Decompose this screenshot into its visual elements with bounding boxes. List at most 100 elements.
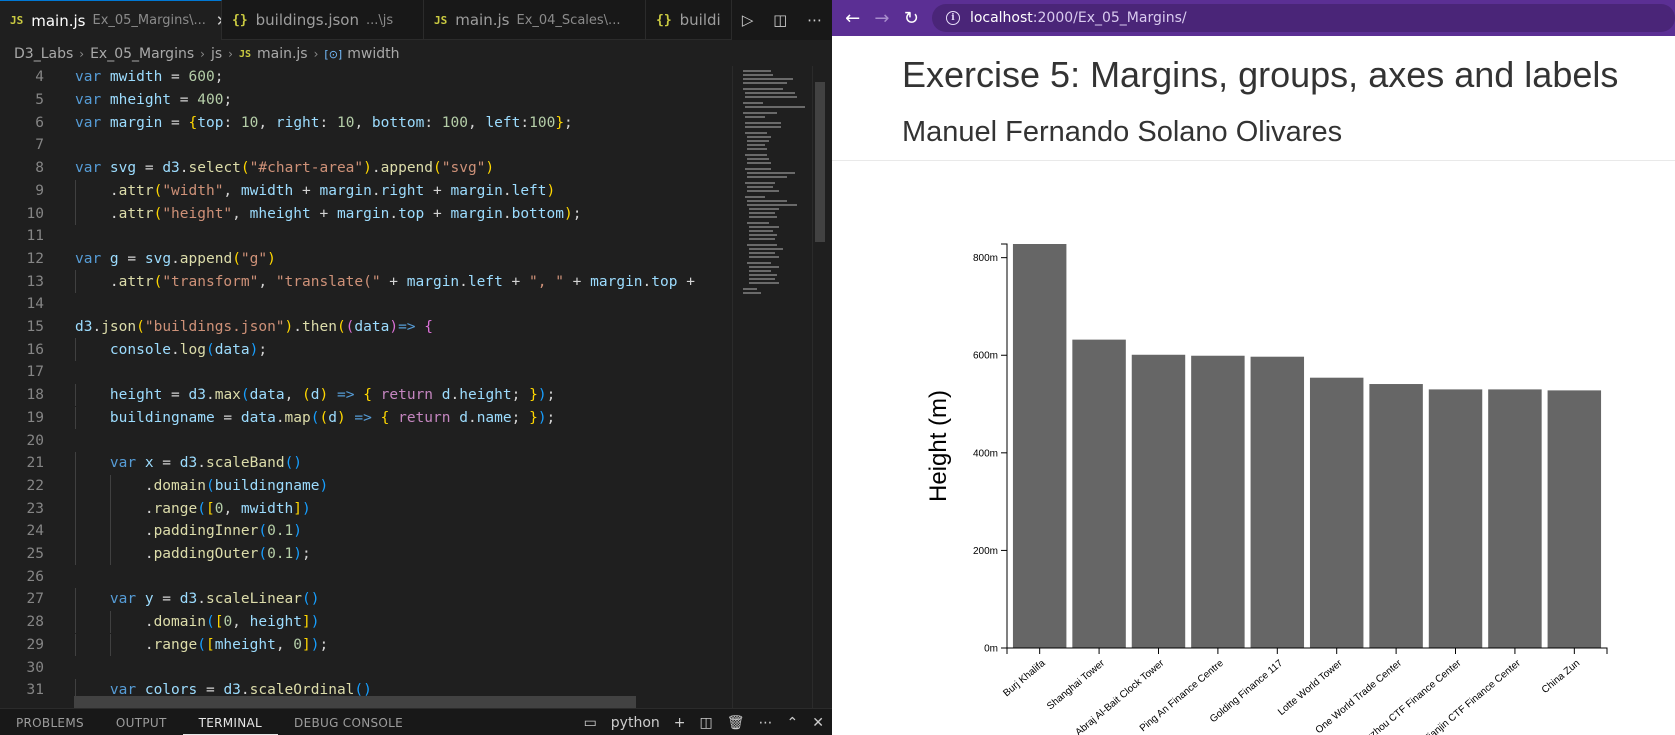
code-line[interactable]: 8 var svg = d3.select("#chart-area").appe… [0, 157, 732, 180]
code-line[interactable]: 27 var y = d3.scaleLinear() [0, 588, 732, 611]
code-line[interactable]: 29 .range([mheight, 0]); [0, 633, 732, 657]
line-number: 25 [26, 546, 44, 563]
code-line[interactable]: 21 var x = d3.scaleBand() [0, 451, 732, 475]
code-text: var g = svg.append("g") [75, 250, 276, 267]
code-line[interactable]: 14 [0, 293, 732, 316]
horizontal-scrollbar[interactable] [74, 696, 636, 708]
code-line[interactable]: 25 .paddingOuter(0.1); [0, 542, 732, 566]
code-line[interactable]: 19 buildingname = data.map((d) => { retu… [0, 406, 732, 430]
back-arrow-icon[interactable]: ← [845, 7, 861, 29]
close-icon[interactable]: ✕ [216, 12, 221, 30]
code-line[interactable]: 13 .attr("transform", "translate(" + mar… [0, 270, 732, 293]
tab-output[interactable]: OUTPUT [115, 716, 167, 730]
code-line[interactable]: 20 [0, 429, 732, 452]
tab-main-js-ex05[interactable]: JS main.js Ex_05_Margins\... ✕ [0, 0, 222, 40]
code-editor[interactable]: 4 var mwidth = 600; 5 var mheight = 400; 6 va… [0, 66, 732, 708]
javascript-file-icon: JS [238, 48, 251, 60]
breadcrumb-folder[interactable]: D3_Labs [14, 46, 74, 62]
code-line[interactable]: 6 var margin = {top: 10, right: 10, botto… [0, 111, 732, 134]
chevron-up-icon[interactable]: ⌃ [786, 715, 799, 731]
x-tick-label: China Zun [1540, 658, 1582, 696]
line-number: 4 [35, 69, 44, 86]
code-line[interactable]: 22 .domain(buildingname) [0, 474, 732, 498]
tab-buildings-json[interactable]: {} buildings.json ...\js [222, 0, 424, 40]
indent-guide [75, 179, 76, 203]
indent-guide [75, 338, 76, 362]
line-number: 31 [26, 682, 44, 699]
code-line[interactable]: 17 [0, 361, 732, 384]
code-line[interactable]: 15 d3.json("buildings.json").then((data)=… [0, 316, 732, 339]
line-number: 17 [26, 364, 44, 381]
split-terminal-icon[interactable]: ◫ [699, 715, 713, 731]
scrollbar-thumb[interactable] [815, 82, 825, 242]
code-line[interactable]: 28 .domain([0, height]) [0, 610, 732, 634]
code-line[interactable]: 7 [0, 134, 732, 157]
code-line[interactable]: 16 console.log(data); [0, 338, 732, 362]
run-icon[interactable]: ▷ [741, 11, 754, 29]
code-text: .domain([0, height]) [144, 614, 320, 631]
editor-tab-bar: JS main.js Ex_05_Margins\... ✕ {} buildi… [0, 0, 832, 40]
line-number: 7 [35, 137, 44, 154]
code-text: .attr("height", mheight + margin.top + m… [109, 205, 582, 222]
code-line[interactable]: 31 var colors = d3.scaleOrdinal() [0, 678, 732, 702]
code-line[interactable]: 12 var g = svg.append("g") [0, 248, 732, 271]
breadcrumb-symbol[interactable]: mwidth [347, 46, 400, 62]
code-line[interactable]: 5 var mheight = 400; [0, 89, 732, 112]
close-icon[interactable]: ✕ [812, 715, 824, 731]
line-number: 12 [26, 250, 44, 267]
bar [1131, 354, 1186, 648]
tab-debug-console[interactable]: DEBUG CONSOLE [294, 716, 404, 730]
code-line[interactable]: 26 [0, 565, 732, 588]
address-bar[interactable]: i localhost:2000/Ex_05_Margins/ [931, 4, 1675, 32]
trash-icon[interactable]: 🗑 [726, 715, 745, 731]
indent-guide [75, 542, 76, 566]
y-tick-label: 400m [973, 448, 998, 459]
tab-buildings-truncated[interactable]: {} buildi [646, 0, 732, 40]
code-text: var mwidth = 600; [75, 69, 224, 86]
line-number: 10 [26, 205, 44, 222]
add-terminal-icon[interactable]: + [673, 715, 686, 731]
tab-problems[interactable]: PROBLEMS [16, 716, 84, 730]
code-line[interactable]: 30 [0, 656, 732, 679]
code-text: var margin = {top: 10, right: 10, bottom… [75, 114, 573, 131]
breadcrumb-folder[interactable]: Ex_05_Margins [90, 46, 195, 62]
bar [1250, 356, 1305, 648]
breadcrumb-file[interactable]: main.js [256, 46, 308, 62]
tab-terminal[interactable]: TERMINAL [182, 711, 279, 735]
panel-tab-bar: PROBLEMS OUTPUT TERMINAL DEBUG CONSOLE ▭… [0, 708, 832, 735]
more-actions-icon[interactable]: ⋯ [758, 715, 773, 731]
tab-path: ...\js [366, 12, 394, 28]
code-line[interactable]: 9 .attr("width", mwidth + margin.right +… [0, 179, 732, 203]
tab-filename: buildings.json [255, 11, 359, 29]
code-text: d3.json("buildings.json").then((data)=> … [75, 319, 433, 336]
code-line[interactable]: 4 var mwidth = 600; [0, 66, 732, 89]
reload-icon[interactable]: ↻ [903, 7, 919, 29]
breadcrumb-folder[interactable]: js [210, 46, 223, 62]
tab-main-js-ex04[interactable]: JS main.js Ex_04_Scales\... [424, 0, 646, 40]
line-number: 29 [26, 636, 44, 653]
indent-guide [110, 542, 111, 566]
terminal-name[interactable]: python [610, 715, 660, 731]
info-icon[interactable]: i [945, 11, 960, 25]
bar [1488, 389, 1542, 648]
more-actions-icon[interactable]: ⋯ [807, 11, 823, 29]
code-line[interactable]: 23 .range([0, mwidth]) [0, 497, 732, 520]
split-editor-icon[interactable]: ◫ [773, 11, 788, 29]
indent-guide [75, 474, 76, 498]
code-line[interactable]: 10 .attr("height", mheight + margin.top … [0, 202, 732, 225]
chevron-right-icon: › [200, 47, 205, 61]
line-number: 30 [26, 659, 44, 676]
code-line[interactable]: 24 .paddingInner(0.1) [0, 520, 732, 543]
bar [1369, 384, 1423, 648]
forward-arrow-icon[interactable]: → [874, 7, 890, 29]
chevron-right-icon: › [79, 47, 85, 61]
line-number: 20 [26, 432, 44, 449]
vertical-scrollbar[interactable] [812, 66, 826, 708]
json-file-icon: {} [656, 12, 672, 28]
line-number: 28 [26, 614, 44, 631]
code-line[interactable]: 18 height = d3.max(data, (d) => { return… [0, 383, 732, 407]
minimap[interactable] [732, 66, 812, 708]
tab-path: Ex_05_Margins\... [92, 13, 206, 28]
code-line[interactable]: 11 [0, 225, 732, 248]
